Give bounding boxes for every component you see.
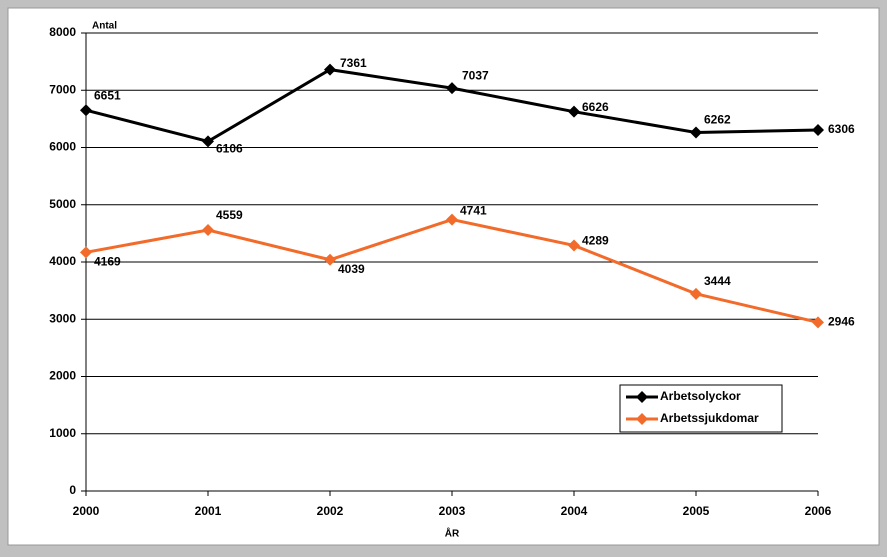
marker [812,123,824,136]
y-tick-label: 7000 [49,82,76,96]
marker [324,253,336,266]
y-axis-title: Antal [92,21,117,32]
x-tick-label: 2002 [317,504,344,518]
x-tick-label: 2000 [73,504,100,518]
data-label: 4559 [216,208,243,222]
marker [568,105,580,118]
marker [202,223,214,236]
marker [324,63,336,76]
y-tick-label: 3000 [49,311,76,325]
data-label: 4039 [338,262,365,276]
marker [446,82,458,95]
y-tick-label: 4000 [49,254,76,268]
marker [202,135,214,148]
marker [690,287,702,300]
x-tick-label: 2003 [439,504,466,518]
x-tick-label: 2006 [805,504,832,518]
legend-marker [636,413,648,425]
marker [80,104,92,117]
y-tick-label: 0 [69,483,76,497]
data-label: 4741 [460,204,487,218]
x-tick-label: 2004 [561,504,588,518]
legend-label: Arbetsolyckor [660,389,741,403]
data-label: 6106 [216,142,243,156]
data-label: 6262 [704,113,731,127]
x-axis-title: ÅR [445,527,460,540]
data-label: 4169 [94,254,121,268]
marker [812,316,824,329]
y-tick-label: 5000 [49,197,76,211]
data-label: 6306 [828,122,855,136]
data-label: 6651 [94,88,121,102]
y-tick-label: 6000 [49,140,76,154]
data-label: 3444 [704,274,731,288]
data-label: 6626 [582,100,609,114]
marker [568,239,580,252]
y-tick-label: 2000 [49,369,76,383]
data-label: 7361 [340,56,367,70]
legend-marker [636,391,648,403]
y-tick-label: 8000 [49,25,76,39]
marker [446,213,458,226]
marker [690,126,702,139]
x-tick-label: 2005 [683,504,710,518]
data-label: 7037 [462,68,489,82]
marker [80,246,92,259]
legend-label: Arbetssjukdomar [660,411,759,425]
y-tick-label: 1000 [49,426,76,440]
data-label: 2946 [828,315,855,329]
legend-box [619,384,783,433]
x-tick-label: 2001 [195,504,222,518]
data-label: 4289 [582,234,609,248]
chart-background [7,7,880,546]
